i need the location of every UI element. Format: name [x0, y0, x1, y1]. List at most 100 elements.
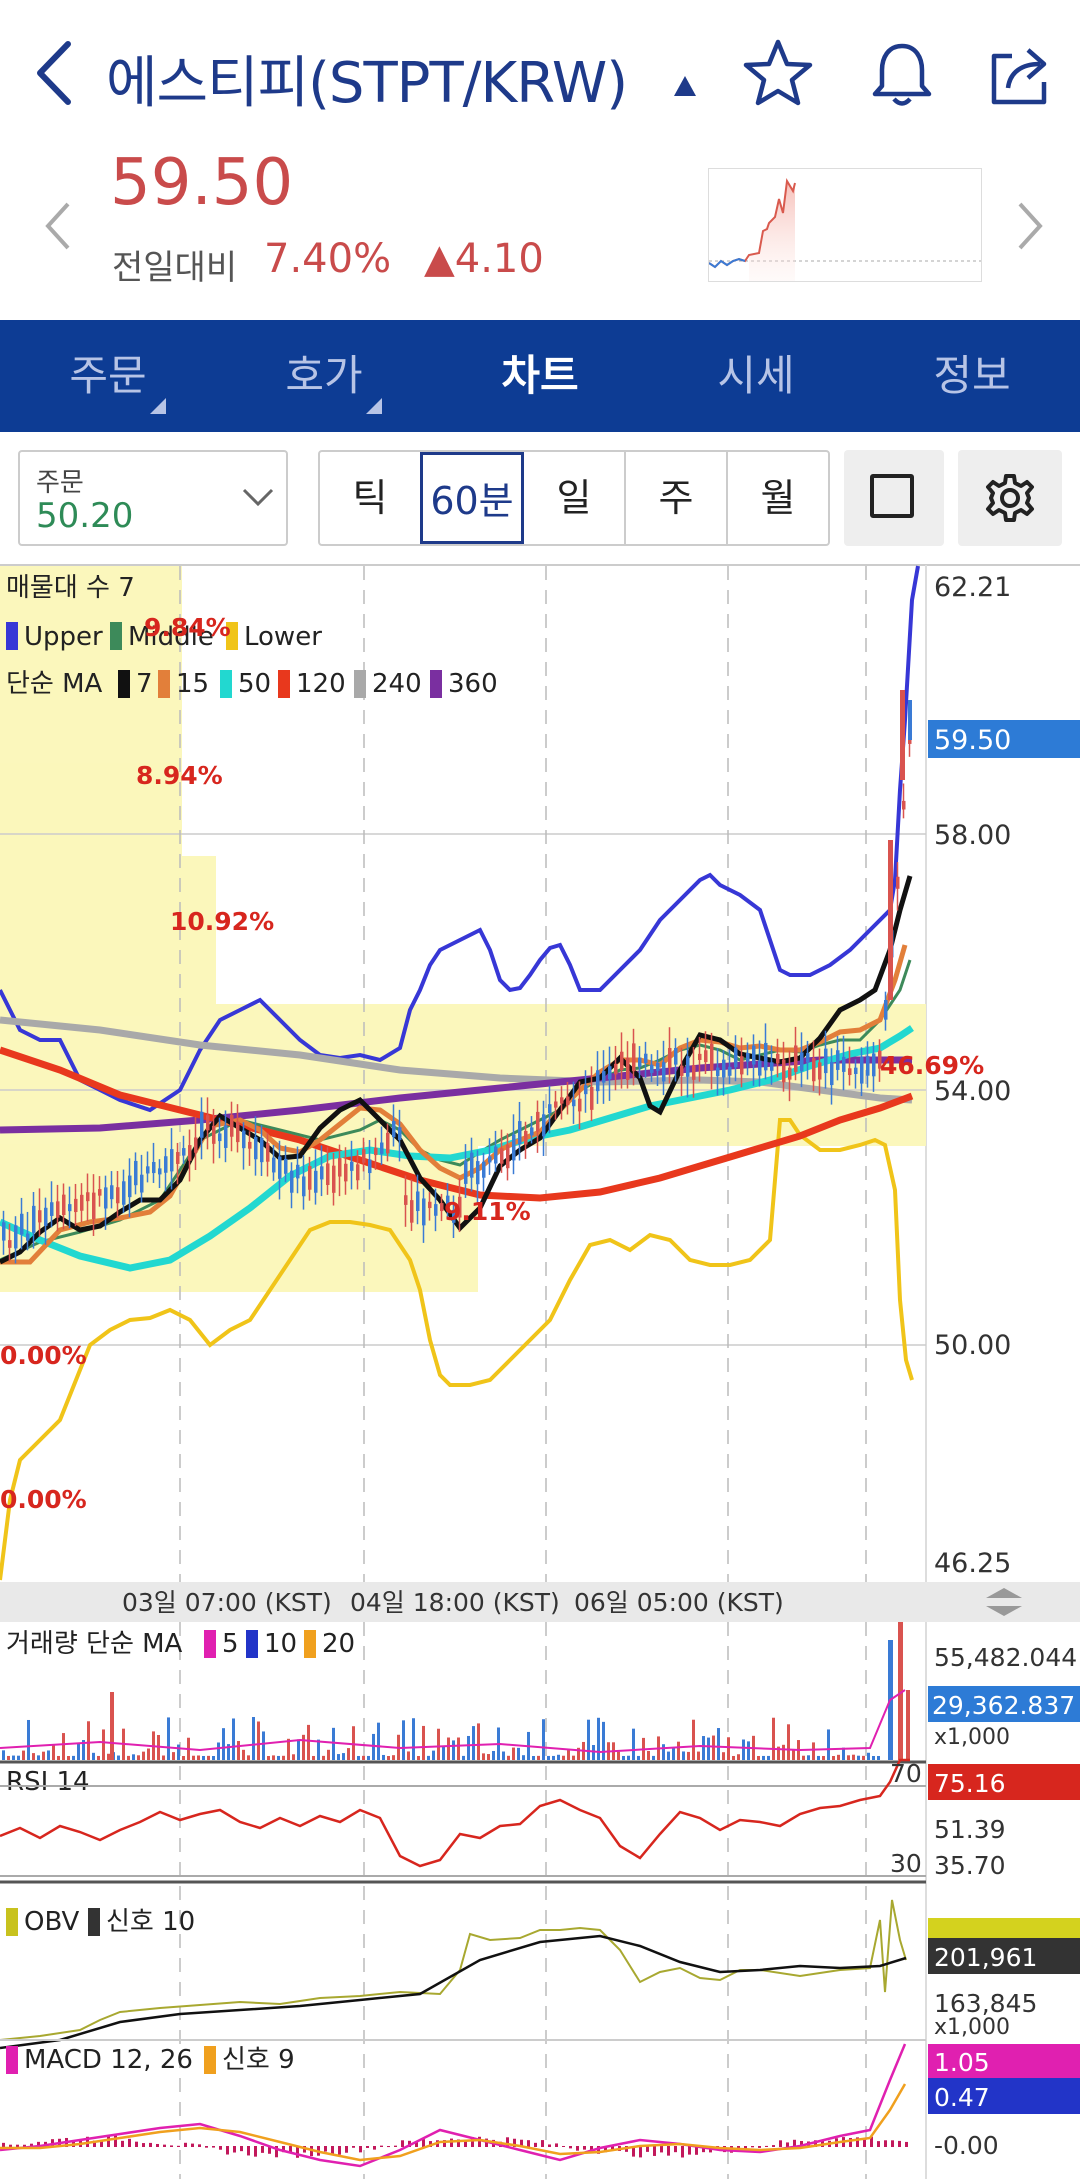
- chart-settings-button[interactable]: [958, 450, 1062, 546]
- candle-body: [530, 1127, 534, 1136]
- candle-body: [692, 1065, 696, 1080]
- candle-body: [20, 1213, 24, 1235]
- volume-bar: [237, 1740, 240, 1760]
- macd-current: 1.05: [934, 2048, 990, 2077]
- legend-swatch: [118, 670, 130, 698]
- candle-body: [308, 1166, 312, 1190]
- period-week[interactable]: 주: [626, 452, 728, 544]
- macd-histogram-bar: [471, 2136, 474, 2147]
- resize-handle-icon[interactable]: [986, 1588, 1022, 1616]
- volume-bar: [662, 1744, 665, 1760]
- order-price-select[interactable]: 주문 50.20: [18, 450, 288, 546]
- macd-histogram-bar: [100, 2140, 103, 2147]
- volume-bar: [42, 1751, 45, 1760]
- mini-price-chart[interactable]: [708, 168, 982, 282]
- volume-bar: [767, 1755, 770, 1760]
- volume-bar: [777, 1746, 780, 1760]
- macd-histogram-bar: [513, 2138, 516, 2147]
- macd-histogram-bar: [16, 2144, 19, 2147]
- candle-body: [476, 1161, 480, 1185]
- volume-bar: [447, 1737, 450, 1760]
- back-arrow-icon[interactable]: [30, 38, 80, 108]
- tab-chart[interactable]: 차트: [432, 320, 648, 432]
- volume-bar: [732, 1755, 735, 1760]
- share-icon[interactable]: [982, 36, 1058, 112]
- volume-bar: [617, 1751, 620, 1760]
- title-dropdown-icon[interactable]: [674, 76, 696, 96]
- volume-bar: [102, 1729, 105, 1760]
- price-chart-area[interactable]: 매물대 수 7 Upper Middle Lower 단순 MA 7 15 50…: [0, 564, 1080, 2179]
- obv-signal: 신호 10: [106, 1907, 195, 1937]
- macd-histogram-bar: [401, 2140, 404, 2147]
- macd-histogram-bar: [128, 2138, 131, 2147]
- tab-order-marker-icon: [150, 398, 166, 414]
- macd-histogram-bar: [814, 2140, 817, 2147]
- tab-info[interactable]: 정보: [864, 320, 1080, 432]
- profile-pct: 10.92%: [170, 907, 274, 936]
- volume-bar: [857, 1755, 860, 1760]
- legend-swatch: [204, 2046, 216, 2074]
- period-month[interactable]: 월: [760, 476, 796, 520]
- previous-coin-icon[interactable]: [38, 196, 78, 256]
- page-title[interactable]: 에스티피(STPT/KRW): [106, 51, 628, 116]
- candle-body: [278, 1156, 282, 1179]
- tab-bar: 주문 호가 차트 시세 정보: [0, 320, 1080, 432]
- volume-bar: [77, 1742, 80, 1760]
- candle-body: [122, 1181, 126, 1205]
- macd-current-tag: [928, 2044, 1080, 2078]
- star-icon[interactable]: [740, 36, 816, 112]
- y-tick: 58.00: [934, 820, 1011, 851]
- candle-body: [158, 1168, 162, 1175]
- macd-title: MACD 12, 26: [24, 2045, 193, 2075]
- bell-icon[interactable]: [864, 36, 940, 112]
- period-tick[interactable]: 틱: [320, 452, 422, 544]
- volume-bar: [872, 1756, 875, 1760]
- volume-bar: [807, 1755, 810, 1760]
- order-price-label: 주문: [36, 468, 84, 498]
- next-coin-icon[interactable]: [1010, 196, 1050, 256]
- volume-bar: [747, 1741, 750, 1760]
- candle-body: [314, 1170, 318, 1193]
- volume-bar: [67, 1755, 70, 1760]
- period-day[interactable]: 일: [524, 452, 626, 544]
- rsi-level-30-label: 30: [890, 1849, 922, 1878]
- macd-histogram-bar: [702, 2146, 705, 2153]
- candle-body: [716, 1067, 720, 1077]
- legend-bb-lower: Lower: [244, 622, 322, 652]
- x-tick: 03일 07:00 (KST): [122, 1588, 332, 1617]
- change-amount: ▲4.10: [424, 236, 544, 282]
- macd-histogram-bar: [268, 2146, 271, 2154]
- macd-histogram-bar: [338, 2146, 341, 2155]
- candle-body: [578, 1098, 582, 1112]
- volume-bar: [227, 1744, 230, 1760]
- candle-body: [236, 1121, 240, 1143]
- volume-bar: [537, 1755, 540, 1760]
- volume-unit: x1,000: [934, 1725, 1010, 1750]
- fullscreen-button[interactable]: [844, 450, 944, 546]
- candle-body: [710, 1043, 714, 1071]
- legend-ma-7: 7: [136, 669, 153, 699]
- legend-swatch: [304, 1630, 316, 1658]
- volume-bar: [202, 1755, 205, 1760]
- period-60min[interactable]: 60분: [420, 452, 524, 544]
- macd-histogram-bar: [891, 2140, 894, 2147]
- volume-bar: [72, 1755, 75, 1760]
- volume-bar: [862, 1755, 865, 1760]
- volume-bar: [647, 1751, 650, 1760]
- candle-body: [458, 1196, 462, 1218]
- y-tick: 46.25: [934, 1548, 1011, 1579]
- candle-body: [248, 1141, 252, 1149]
- candle-body: [62, 1194, 66, 1216]
- current-price-tag-label: 59.50: [934, 725, 1011, 756]
- macd-histogram-bar: [163, 2144, 166, 2147]
- tab-market[interactable]: 시세: [648, 320, 864, 432]
- volume-ma-20: 20: [322, 1629, 355, 1659]
- candle-body: [446, 1195, 450, 1209]
- candle-body: [602, 1071, 606, 1083]
- candle-body: [332, 1165, 336, 1193]
- tab-orderbook[interactable]: 호가: [216, 320, 432, 432]
- legend-swatch: [88, 1908, 100, 1936]
- candle-body: [464, 1160, 468, 1184]
- volume-bar: [652, 1755, 655, 1760]
- tab-order[interactable]: 주문: [0, 320, 216, 432]
